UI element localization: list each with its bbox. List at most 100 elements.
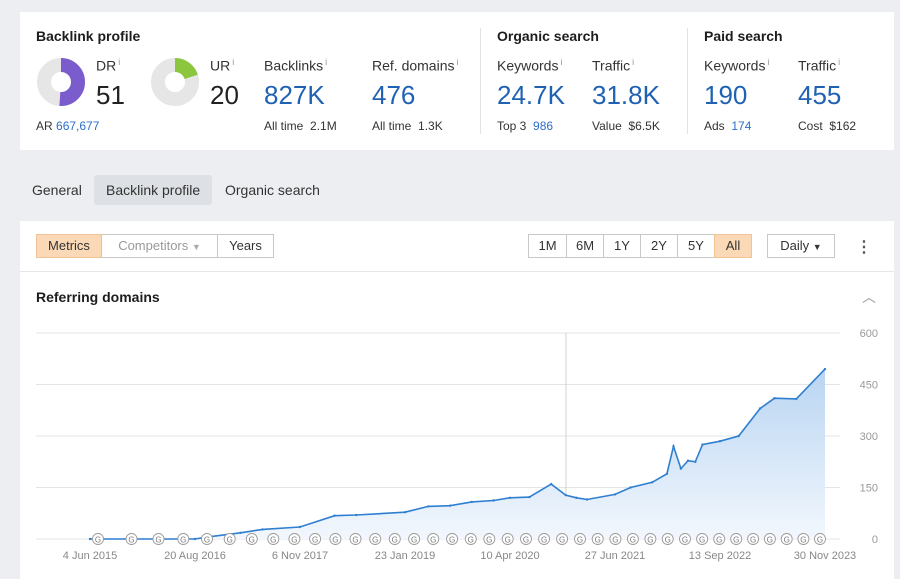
google-update-marker-label: G (647, 536, 653, 545)
metrics-button[interactable]: Metrics (36, 234, 102, 258)
data-point (629, 486, 632, 489)
ur-label[interactable]: UR i (210, 57, 235, 74)
data-point (193, 537, 197, 541)
data-point (679, 467, 683, 470)
tab-general[interactable]: General (32, 182, 82, 198)
google-update-marker-icon (520, 533, 532, 545)
data-point (403, 511, 407, 514)
google-update-marker-icon (626, 533, 639, 545)
ads-link[interactable]: 174 (731, 119, 752, 133)
range-6m-button[interactable]: 6M (566, 234, 604, 258)
google-update-marker-label: G (411, 536, 417, 545)
range-1y-button[interactable]: 1Y (603, 234, 641, 258)
ur-value: 20 (210, 80, 239, 110)
paid-keywords-value[interactable]: 190 (704, 80, 748, 110)
data-point (795, 397, 798, 401)
paid-search-title: Paid search (704, 28, 783, 44)
competitors-button[interactable]: Competitors ▼ (101, 234, 218, 258)
google-update-marker-label: G (486, 536, 492, 545)
backlinks-value[interactable]: 827K (264, 80, 325, 110)
google-update-marker-label: G (352, 536, 358, 545)
google-update-marker-icon (814, 533, 826, 545)
chevron-down-icon: ▼ (191, 242, 201, 252)
paid-keywords-label[interactable]: Keywords i (704, 57, 770, 74)
google-update-marker-label: G (630, 536, 636, 545)
caret-down-icon: ▼ (812, 242, 822, 252)
referring-domains-chart[interactable]: 600 450 300 150 0 G G G G G G G G G G G G G G G G G G G G G G G G G G G… (20, 321, 894, 579)
google-update-marker-label: G (595, 536, 601, 545)
data-point (333, 514, 336, 517)
google-update-marker-icon (288, 533, 301, 545)
data-point (737, 434, 740, 438)
organic-traffic-value[interactable]: 31.8K (592, 80, 660, 110)
google-update-marker-label: G (468, 536, 474, 545)
range-5y-button[interactable]: 5Y (677, 234, 715, 258)
y-tick-label: 300 (860, 431, 878, 443)
tab-backlink-profile[interactable]: Backlink profile (94, 175, 213, 205)
data-point (613, 493, 617, 496)
google-update-marker-icon (797, 533, 810, 545)
paid-traffic-value[interactable]: 455 (798, 80, 842, 110)
tab-organic-search[interactable]: Organic search (225, 182, 320, 198)
ref-domains-label[interactable]: Ref. domains i (372, 57, 459, 74)
more-options-icon[interactable]: ⋮ (856, 239, 872, 256)
data-point (550, 482, 553, 486)
backlinks-label[interactable]: Backlinks i (264, 57, 328, 74)
google-update-marker-label: G (541, 536, 547, 545)
google-update-marker-label: G (559, 536, 565, 545)
data-point (448, 504, 452, 507)
y-tick-label: 150 (860, 483, 878, 495)
ar-link[interactable]: 667,677 (56, 119, 100, 133)
google-update-marker-label: G (767, 536, 773, 545)
google-update-marker-label: G (699, 536, 705, 545)
dr-label[interactable]: DR i (96, 57, 121, 74)
data-point (758, 407, 762, 410)
x-tick-label: 10 Apr 2020 (480, 550, 539, 562)
google-update-marker-icon (644, 533, 657, 545)
range-2y-button[interactable]: 2Y (640, 234, 678, 258)
google-update-marker-icon (177, 533, 190, 545)
google-update-marker-label: G (204, 536, 210, 545)
range-all-button[interactable]: All (714, 234, 752, 258)
google-update-marker-icon (267, 533, 280, 545)
organic-search-title: Organic search (497, 28, 599, 44)
google-update-marker-icon (780, 533, 793, 545)
google-update-marker-label: G (733, 536, 739, 545)
x-tick-label: 4 Jun 2015 (63, 550, 117, 562)
google-update-marker-icon (679, 533, 691, 545)
google-update-marker-label: G (291, 536, 297, 545)
data-point (470, 500, 473, 504)
range-1m-button[interactable]: 1M (528, 234, 567, 258)
top3-link[interactable]: 986 (533, 119, 554, 133)
y-tick-label: 0 (872, 534, 878, 546)
google-update-marker-label: G (312, 536, 318, 545)
organic-traffic-label[interactable]: Traffic i (592, 57, 635, 74)
x-tick-label: 30 Nov 2023 (794, 550, 856, 562)
google-update-marker-icon (464, 533, 477, 545)
google-update-marker-label: G (505, 536, 511, 545)
google-update-marker-label: G (155, 536, 161, 545)
data-point (672, 445, 675, 448)
ar-stat: AR 667,677 (36, 119, 100, 133)
data-point (575, 496, 578, 499)
google-update-marker-label: G (784, 536, 790, 545)
data-point (508, 496, 512, 499)
paid-traffic-label[interactable]: Traffic i (798, 57, 841, 74)
years-button[interactable]: Years (217, 234, 274, 258)
google-update-marker-icon (574, 533, 586, 545)
paid-ads: Ads 174 (704, 119, 752, 133)
organic-keywords-label[interactable]: Keywords i (497, 57, 563, 74)
data-point (665, 472, 669, 475)
ref-domains-value[interactable]: 476 (372, 80, 416, 110)
organic-keywords-value[interactable]: 24.7K (497, 80, 565, 110)
interval-select[interactable]: Daily ▼ (767, 234, 835, 258)
divider (687, 28, 688, 134)
x-tick-label: 23 Jan 2019 (375, 550, 436, 562)
data-point (239, 531, 242, 534)
google-update-marker-icon (763, 533, 776, 545)
google-update-marker-label: G (817, 536, 823, 545)
data-point (492, 499, 495, 502)
collapse-chevron-icon[interactable]: ︿ (862, 289, 876, 305)
metrics-card: Backlink profile DR i 51 UR i 20 AR 667,67… (20, 12, 894, 150)
data-point (528, 495, 531, 499)
